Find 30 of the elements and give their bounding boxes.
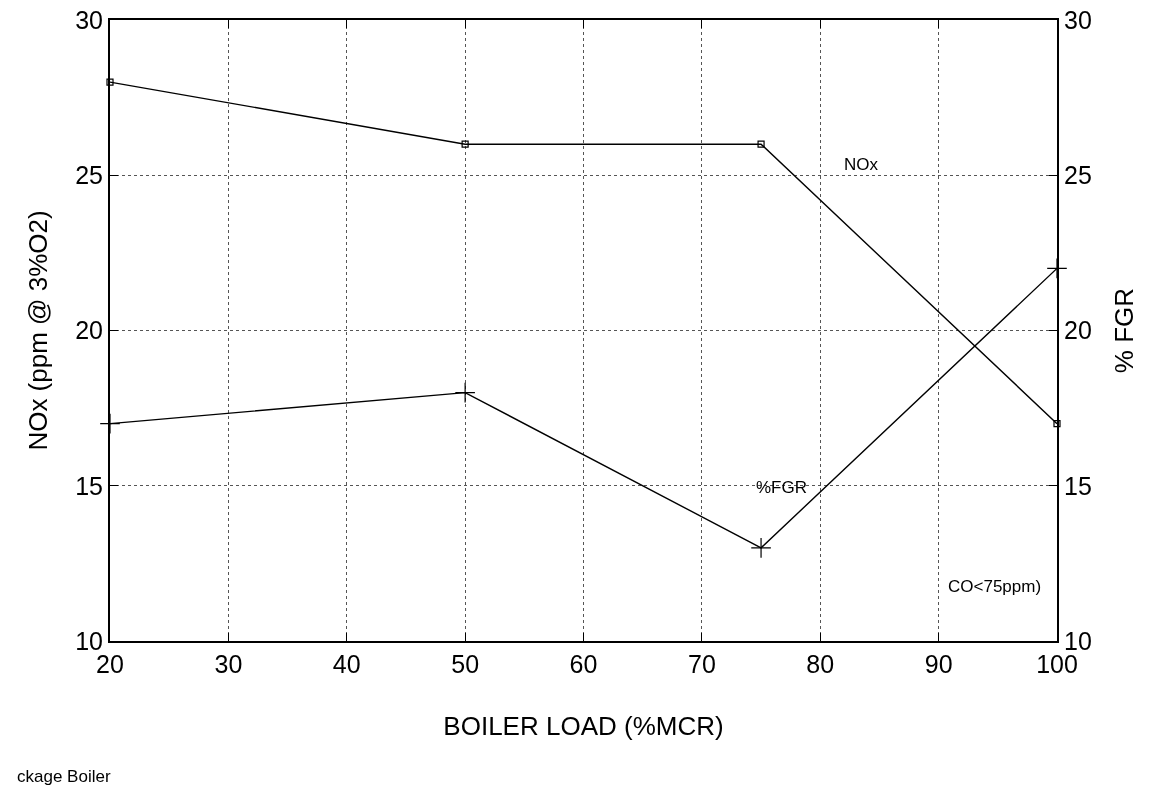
point bbox=[1046, 258, 1068, 279]
point bbox=[99, 413, 121, 435]
x-tick-label: 50 bbox=[451, 650, 480, 678]
point bbox=[461, 140, 469, 148]
y-axis-title: NOx (ppm @ 3%O2) bbox=[23, 210, 53, 451]
annotation: CO<75ppm) bbox=[948, 577, 1042, 596]
y2-tick-label: 30 bbox=[1064, 5, 1092, 34]
point bbox=[750, 537, 772, 559]
y-tick-label: 20 bbox=[75, 316, 103, 345]
point bbox=[454, 382, 476, 403]
text: NOx bbox=[844, 155, 879, 174]
x-tick-label: 40 bbox=[332, 650, 361, 678]
y-tick-label: 25 bbox=[75, 161, 103, 189]
y2-tick-label: 25 bbox=[1064, 161, 1092, 189]
x-axis-title: BOILER LOAD (%MCR) bbox=[443, 711, 724, 742]
point bbox=[757, 140, 765, 148]
y-tick-label: 30 bbox=[75, 5, 103, 34]
x-tick-label: 90 bbox=[924, 650, 953, 678]
text: ckage Boiler bbox=[17, 767, 111, 786]
y2-axis-title: % FGR bbox=[1109, 287, 1139, 374]
y-tick-label: 15 bbox=[75, 471, 103, 500]
x-tick-label: 80 bbox=[806, 650, 835, 678]
y2-tick-label: 20 bbox=[1064, 316, 1092, 345]
x-tick-label: 70 bbox=[687, 650, 716, 678]
point bbox=[106, 78, 114, 86]
x-tick-label: 60 bbox=[569, 650, 598, 678]
series-label: %FGR bbox=[756, 478, 807, 497]
point bbox=[1053, 420, 1061, 428]
y2-tick-label: 15 bbox=[1064, 471, 1092, 500]
x-tick-label: 30 bbox=[214, 650, 243, 678]
